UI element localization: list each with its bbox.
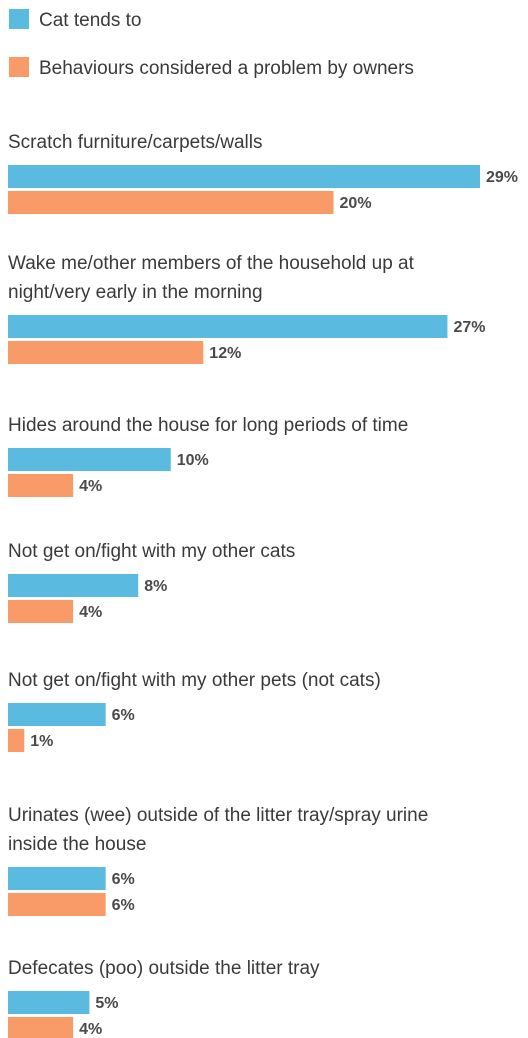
category-group-3: Not get on/fight with my other cats 8% 4% [8, 541, 295, 623]
category-label: Urinates (wee) outside of the litter tra… [8, 805, 428, 826]
legend: Cat tends to Behaviours considered a prob… [9, 9, 414, 79]
legend-swatch-1 [9, 57, 29, 77]
category-group-5: Urinates (wee) outside of the litter tra… [8, 805, 428, 916]
category-label: Hides around the house for long periods … [8, 415, 408, 436]
bar-series-1 [8, 1017, 74, 1038]
category-group-2: Hides around the house for long periods … [8, 415, 408, 497]
category-label: Scratch furniture/carpets/walls [8, 132, 263, 153]
bar-series-0 [8, 315, 448, 338]
value-label-series-0: 6% [112, 707, 135, 724]
bar-series-0 [8, 867, 106, 890]
value-label-series-1: 1% [30, 733, 53, 750]
legend-label-1: Behaviours considered a problem by owner… [39, 58, 414, 79]
bar-series-0 [8, 703, 106, 726]
category-label: inside the house [8, 834, 146, 855]
bar-series-1 [8, 341, 204, 364]
category-label: Not get on/fight with my other cats [8, 541, 295, 562]
value-label-series-1: 20% [340, 195, 372, 212]
value-label-series-1: 4% [79, 604, 102, 621]
legend-swatch-0 [9, 9, 29, 29]
category-label: Defecates (poo) outside the litter tray [8, 958, 320, 979]
category-label: Wake me/other members of the household u… [8, 253, 415, 274]
bar-series-1 [8, 600, 74, 623]
bar-series-1 [8, 893, 106, 916]
value-label-series-1: 4% [79, 1021, 102, 1038]
value-label-series-1: 4% [79, 478, 102, 495]
category-group-6: Defecates (poo) outside the litter tray 5… [8, 958, 320, 1038]
value-label-series-0: 10% [177, 452, 209, 469]
value-label-series-0: 8% [144, 578, 167, 595]
category-label: Not get on/fight with my other pets (not… [8, 670, 381, 691]
value-label-series-0: 5% [95, 995, 118, 1012]
value-label-series-1: 6% [112, 897, 135, 914]
bar-series-1 [8, 729, 25, 752]
category-group-4: Not get on/fight with my other pets (not… [8, 670, 381, 752]
legend-label-0: Cat tends to [39, 10, 141, 31]
category-group-1: Wake me/other members of the household u… [8, 253, 485, 364]
value-label-series-0: 29% [486, 169, 518, 186]
bar-series-0 [8, 165, 480, 188]
value-label-series-0: 6% [112, 871, 135, 888]
value-label-series-0: 27% [453, 319, 485, 336]
bar-series-0 [8, 448, 171, 471]
bar-series-0 [8, 991, 90, 1014]
bar-groups: Scratch furniture/carpets/walls 29% 20% Wak… [8, 132, 518, 1038]
bar-series-0 [8, 574, 139, 597]
category-group-0: Scratch furniture/carpets/walls 29% 20% [8, 132, 518, 214]
bar-series-1 [8, 474, 74, 497]
value-label-series-1: 12% [209, 345, 241, 362]
category-label: night/very early in the morning [8, 282, 263, 303]
bar-series-1 [8, 191, 334, 214]
